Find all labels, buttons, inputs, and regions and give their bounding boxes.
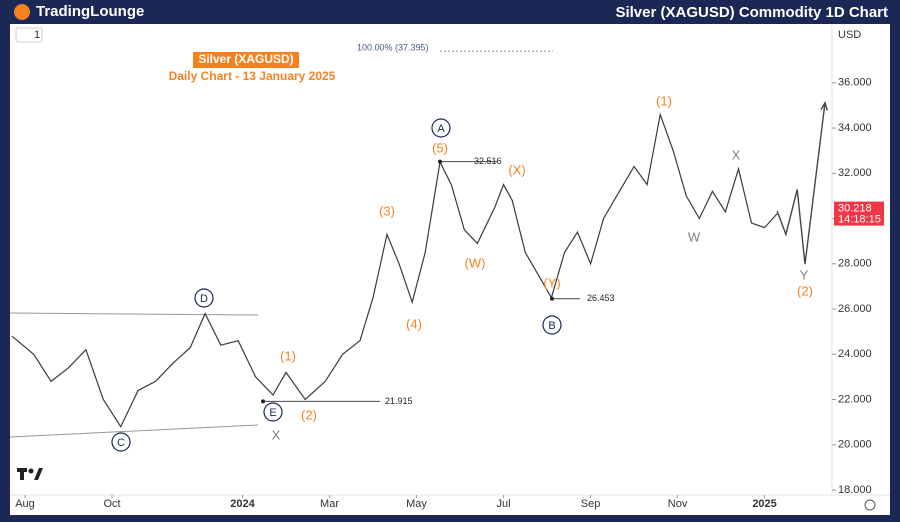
wave-label: (4) <box>406 316 422 331</box>
brand: TradingLounge <box>36 3 144 20</box>
y-tick-label: 28.000 <box>838 258 872 270</box>
wave-label: X <box>732 147 741 162</box>
interval: 1 <box>34 29 40 41</box>
wave-circle <box>263 402 283 422</box>
wave-label: (2) <box>797 283 813 298</box>
triangle-upper <box>9 312 259 316</box>
y-tick-label: 26.000 <box>838 303 872 315</box>
subtitle-box <box>193 52 299 68</box>
wave-circle <box>111 432 131 452</box>
chart-title: Silver (XAGUSD) Commodity 1D Chart <box>615 4 888 21</box>
wave-label: (Y) <box>543 275 560 290</box>
wave-label: (5) <box>432 140 448 155</box>
wave-circle <box>194 288 214 308</box>
level-dot <box>550 296 554 301</box>
x-tick-label: 2025 <box>752 498 776 510</box>
wave-label: W <box>688 229 701 244</box>
y-tick-label: 18.000 <box>838 484 872 496</box>
x-tick-label: Oct <box>103 498 120 510</box>
wave-label: D <box>200 293 208 305</box>
wave-label: (X) <box>508 162 525 177</box>
tv-logo <box>17 468 43 480</box>
last-price: 30.218 <box>838 203 872 215</box>
wave-label: Y <box>800 267 809 282</box>
level-label: 32.516 <box>474 156 502 166</box>
wave-label: (2) <box>301 407 317 422</box>
wave-circle <box>542 315 562 335</box>
x-tick-label: May <box>406 498 427 510</box>
x-tick-label: Nov <box>668 498 688 510</box>
interval-box[interactable] <box>15 27 43 43</box>
y-tick-label: 36.000 <box>838 77 872 89</box>
level-dot <box>438 159 442 164</box>
wave-label: B <box>548 320 555 332</box>
arrow-head <box>820 100 828 111</box>
wave-label: (W) <box>465 255 486 270</box>
plot-area <box>10 24 890 515</box>
wave-label: A <box>437 123 445 135</box>
wave-label: E <box>269 407 276 419</box>
settings-icon[interactable] <box>864 499 876 511</box>
wave-label: C <box>117 437 125 449</box>
subtitle: Silver (XAGUSD) <box>198 52 293 66</box>
x-tick-label: 2024 <box>230 498 255 510</box>
triangle-lower <box>9 424 259 438</box>
caption: Daily Chart - 13 January 2025 <box>169 69 336 83</box>
y-tick-label: 24.000 <box>838 348 872 360</box>
x-tick-label: Jul <box>497 498 511 510</box>
x-tick-label: Sep <box>581 498 601 510</box>
level-dot <box>261 399 265 404</box>
level-label: 21.915 <box>385 396 413 406</box>
x-tick-label: Aug <box>15 498 35 510</box>
level-label: 26.453 <box>587 293 615 303</box>
wave-label: (1) <box>280 348 296 363</box>
countdown: 14:18:15 <box>838 214 881 226</box>
wave-label: (3) <box>379 203 395 218</box>
last-price-badge <box>834 201 884 226</box>
projection-line <box>776 102 826 265</box>
x-tick-label: Mar <box>320 498 339 510</box>
wave-circle <box>431 118 451 138</box>
y-tick-label: 20.000 <box>838 439 872 451</box>
y-tick-label: 32.000 <box>838 167 872 179</box>
logo-icon <box>14 4 30 20</box>
level-label: 100.00% (37.395) <box>357 43 429 53</box>
y-tick-label: 34.000 <box>838 122 872 134</box>
y-tick-label: 22.000 <box>838 393 872 405</box>
currency: USD <box>838 29 861 41</box>
wave-label: (1) <box>656 93 672 108</box>
wave-label: X <box>272 427 281 442</box>
